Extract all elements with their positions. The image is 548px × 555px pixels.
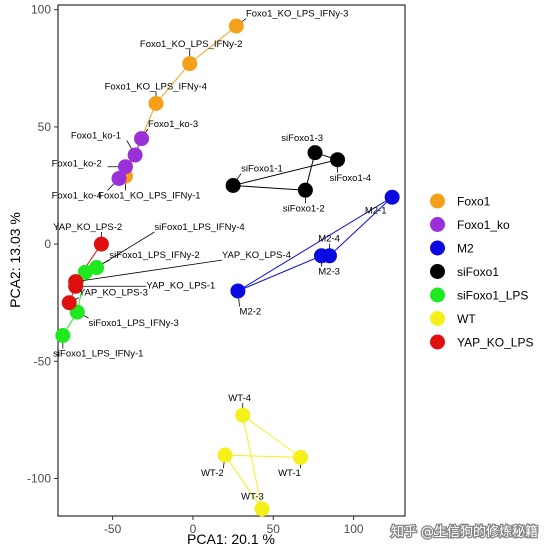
legend-key-sifoxo1-lps: [430, 287, 445, 303]
legend-label-sifoxo1: siFoxo1: [457, 265, 499, 279]
label-foxo1-ko-1: Foxo1_ko-1: [71, 131, 121, 142]
legend-label-foxo1: Foxo1: [457, 195, 491, 209]
legend-key-wt: [430, 311, 445, 326]
axis-ticks: -50 0 50 100 -100 -50 0 50 100: [27, 3, 364, 536]
legend-label-foxo1-ko: Foxo1_ko: [457, 218, 510, 232]
point-yap-ko-lps-1: [68, 278, 84, 294]
point-sifoxo1-4: [330, 152, 346, 168]
point-yap-ko-lps-2: [93, 236, 109, 252]
legend-label-wt: WT: [457, 312, 476, 326]
legend-key-foxo1-ko: [430, 217, 445, 232]
label-sifoxo1-4: siFoxo1-4: [329, 173, 371, 184]
point-wt-1: [293, 449, 309, 465]
point-labels: Foxo1_KO_LPS_IFNy-3 Foxo1_KO_LPS_IFNy-2 Fo…: [52, 9, 387, 503]
point-sifoxo1-1: [225, 177, 241, 193]
point-sifoxo1-3: [307, 145, 323, 161]
label-foxo1-ko-lps-ifny-1: Foxo1_KO_LPS_IFNy-1: [98, 190, 200, 201]
label-yap-ko-lps-4: YAP_KO_LPS-4: [222, 250, 291, 261]
point-m2-1: [384, 189, 400, 205]
label-sifoxo1-lps-ifny-2: siFoxo1_LPS_IFNy-2: [109, 250, 199, 261]
label-m2-4: M2-4: [318, 234, 340, 245]
label-sifoxo1-3: siFoxo1-3: [281, 133, 323, 144]
point-sifoxo1-2: [297, 182, 313, 198]
leader-yap-ko-lps-4: [75, 259, 222, 282]
point-sifoxo1-lps-ifny-4: [89, 260, 105, 276]
data-points: [55, 18, 400, 517]
point-m2-2: [230, 283, 246, 299]
y-tick-label: -100: [27, 471, 51, 485]
point-foxo1-ko-1: [127, 147, 143, 163]
legend-key-foxo1: [430, 193, 445, 209]
watermark: 知乎 @生信狗的修炼秘籍: [390, 523, 540, 542]
label-wt-2: WT-2: [201, 468, 224, 479]
x-axis-title: PCA1: 20.1 %: [187, 531, 275, 547]
label-sifoxo1-2: siFoxo1-2: [283, 203, 325, 214]
label-sifoxo1-lps-ifny-4: siFoxo1_LPS_IFNy-4: [154, 222, 244, 233]
label-m2-1: M2-1: [365, 206, 387, 217]
point-foxo1-ko-lps-ifny-2: [182, 56, 198, 72]
legend-label-m2: M2: [457, 242, 474, 256]
legend-key-yap-ko-lps: [430, 334, 445, 350]
label-sifoxo1-1: siFoxo1-1: [241, 163, 283, 174]
point-wt-2: [217, 447, 233, 463]
y-tick-label: -50: [34, 354, 52, 368]
point-yap-ko-lps-3: [61, 295, 77, 311]
y-axis-title: PCA2: 13.03 %: [7, 212, 23, 308]
point-foxo1-ko-lps-ifny-4: [148, 95, 164, 111]
y-tick-label: 0: [44, 237, 51, 251]
watermark-text: 知乎 @生信狗的修炼秘籍: [391, 524, 538, 540]
label-m2-3: M2-3: [318, 267, 340, 278]
legend: Foxo1 Foxo1_ko M2 siFoxo1 siFoxo1_LPS WT YAP_K…: [430, 193, 534, 350]
label-sifoxo1-lps-ifny-3: siFoxo1_LPS_IFNy-3: [89, 318, 179, 329]
x-tick-label: -50: [104, 522, 122, 536]
point-wt-4: [235, 407, 251, 423]
label-yap-ko-lps-1: YAP_KO_LPS-1: [146, 281, 215, 292]
legend-key-m2: [430, 240, 445, 256]
label-sifoxo1-lps-ifny-1: siFoxo1_LPS_IFNy-1: [53, 349, 143, 360]
point-foxo1-ko-4: [111, 170, 127, 186]
y-tick-label: 100: [31, 3, 51, 17]
point-foxo1-ko-2: [117, 159, 133, 175]
label-yap-ko-lps-3: YAP_KO_LPS-3: [79, 288, 148, 299]
label-foxo1-ko-lps-ifny-3: Foxo1_KO_LPS_IFNy-3: [246, 9, 348, 20]
legend-label-yap-ko-lps: YAP_KO_LPS: [457, 336, 534, 350]
y-tick-label: 50: [38, 120, 52, 134]
point-sifoxo1-lps-ifny-1: [55, 328, 71, 344]
point-foxo1-ko-3: [134, 131, 150, 147]
label-foxo1-ko-2: Foxo1_ko-2: [52, 159, 102, 170]
label-foxo1-ko-lps-ifny-4: Foxo1_KO_LPS_IFNy-4: [105, 81, 207, 92]
label-yap-ko-lps-2: YAP_KO_LPS-2: [53, 222, 122, 233]
legend-label-sifoxo1-lps: siFoxo1_LPS: [457, 289, 528, 303]
label-m2-2: M2-2: [240, 306, 262, 317]
x-tick-label: 100: [344, 522, 364, 536]
point-wt-3: [254, 501, 270, 517]
label-foxo1-ko-4: Foxo1_ko-4: [52, 190, 102, 201]
x-tick-label: 0: [190, 522, 197, 536]
label-foxo1-ko-lps-ifny-2: Foxo1_KO_LPS_IFNy-2: [140, 39, 242, 50]
label-wt-1: WT-1: [278, 468, 301, 479]
point-sifoxo1-lps-ifny-2: [77, 264, 93, 280]
label-wt-4: WT-4: [228, 393, 251, 404]
x-tick-label: 50: [267, 522, 281, 536]
legend-key-sifoxo1: [430, 264, 445, 279]
label-foxo1-ko-3: Foxo1_ko-3: [148, 119, 198, 130]
point-foxo1-ko-lps-ifny-3: [228, 18, 244, 34]
label-wt-3: WT-3: [241, 492, 264, 503]
plot-panel: [57, 4, 406, 517]
point-m2-3: [313, 248, 329, 264]
